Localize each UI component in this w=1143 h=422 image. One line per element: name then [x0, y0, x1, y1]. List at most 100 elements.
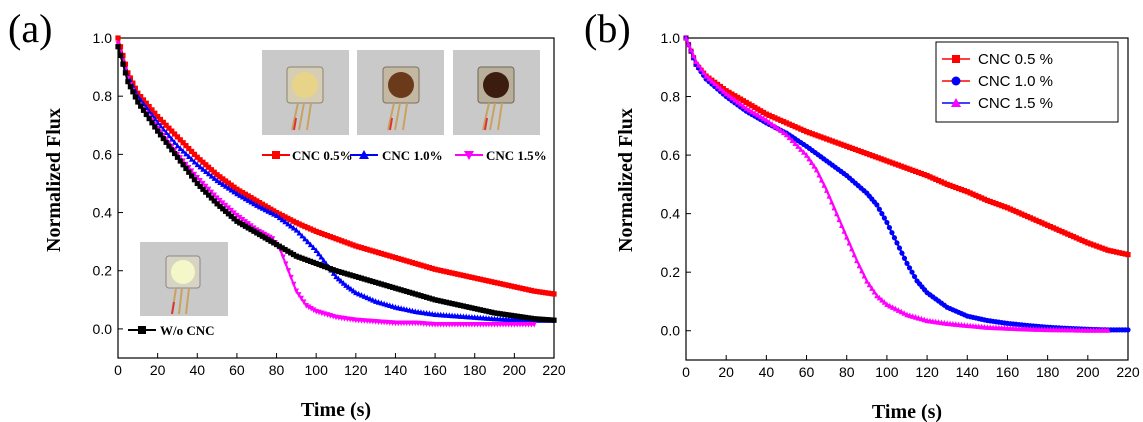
data-point-cnc-1-5 [311, 307, 317, 314]
data-point-cnc-0-5 [740, 98, 747, 104]
data-point-cnc-0-5 [1067, 232, 1074, 238]
data-point-cnc-1-5 [792, 140, 798, 146]
data-point-w-o-cnc [401, 288, 407, 294]
data-point-cnc-0-5 [921, 171, 927, 178]
x-tick-label: 100 [875, 364, 899, 380]
data-point-cnc-0-5 [763, 111, 769, 117]
data-point-w-o-cnc [534, 316, 540, 322]
data-point-cnc-0-5 [1007, 206, 1013, 212]
data-point-w-o-cnc [375, 280, 382, 286]
x-tick-label: 60 [799, 364, 815, 380]
data-point-cnc-1-5 [755, 111, 761, 118]
data-point-cnc-1-0 [321, 257, 327, 263]
data-point-cnc-0-5 [809, 131, 815, 137]
panel-a-legend-top: CNC 0.5% CNC 1.0% CNC 1.5% [262, 148, 547, 163]
y-tick-label: 0.6 [93, 146, 113, 162]
data-point-cnc-0-5 [217, 174, 223, 180]
data-point-cnc-0-5 [155, 113, 161, 120]
data-point-cnc-0-5 [780, 119, 787, 125]
data-point-cnc-0-5 [421, 263, 427, 269]
data-point-cnc-0-5 [423, 264, 430, 270]
data-point-cnc-0-5 [789, 122, 795, 128]
series-cnc-1-5 [115, 41, 537, 328]
data-point-cnc-1-0 [886, 224, 893, 231]
y-tick-label: 0.0 [93, 321, 113, 337]
data-point-cnc-0-5 [523, 286, 529, 292]
data-point-cnc-0-5 [254, 198, 260, 204]
data-point-cnc-0-5 [970, 191, 976, 197]
data-point-cnc-0-5 [832, 139, 838, 145]
panel-a-label: (a) [8, 6, 52, 51]
data-point-cnc-1-5 [910, 313, 916, 319]
data-point-cnc-1-5 [225, 205, 232, 212]
data-point-cnc-0-5 [214, 172, 220, 178]
data-point-cnc-0-5 [472, 275, 478, 281]
data-point-cnc-1-5 [834, 210, 840, 217]
data-point-cnc-1-5 [703, 72, 709, 79]
data-point-cnc-1-5 [695, 61, 702, 68]
data-point-cnc-0-5 [494, 280, 500, 286]
data-point-cnc-1-5 [749, 108, 755, 115]
data-point-cnc-1-0 [279, 216, 285, 223]
data-point-cnc-1-5 [913, 314, 919, 320]
panel-b: (b) 0 20 40 60 80 100 120 140 160 180 200 220 0.0 0.2… [584, 6, 1140, 422]
data-point-w-o-cnc [370, 278, 376, 285]
data-point-cnc-1-0 [256, 203, 263, 210]
data-point-cnc-1-5 [801, 149, 807, 155]
data-point-cnc-0-5 [143, 100, 149, 106]
data-point-cnc-0-5 [407, 259, 413, 265]
data-point-w-o-cnc [305, 257, 311, 263]
x-tick-label: 180 [1036, 364, 1060, 380]
data-point-w-o-cnc [115, 44, 121, 50]
data-point-cnc-0-5 [356, 244, 362, 250]
data-point-w-o-cnc [531, 316, 537, 322]
data-point-cnc-1-5 [763, 116, 769, 123]
data-point-cnc-0-5 [220, 176, 226, 182]
data-point-cnc-0-5 [387, 253, 393, 259]
data-point-w-o-cnc [347, 272, 353, 278]
data-point-w-o-cnc [404, 288, 410, 295]
x-tick-label: 80 [269, 362, 285, 378]
data-point-cnc-0-5 [933, 176, 939, 182]
data-point-cnc-0-5 [1108, 248, 1114, 254]
data-point-cnc-0-5 [892, 161, 899, 167]
data-point-cnc-0-5 [375, 250, 382, 256]
data-point-w-o-cnc [225, 211, 232, 217]
data-point-cnc-1-0 [262, 206, 268, 213]
data-point-cnc-0-5 [525, 287, 532, 293]
data-point-cnc-0-5 [778, 117, 784, 123]
data-point-cnc-0-5 [1039, 220, 1045, 226]
data-point-cnc-0-5 [1105, 247, 1111, 253]
data-point-cnc-0-5 [1027, 215, 1034, 221]
data-point-cnc-0-5 [174, 134, 181, 140]
data-point-cnc-0-5 [469, 274, 475, 280]
x-tick-label: 120 [344, 362, 368, 378]
data-point-cnc-0-5 [234, 186, 240, 192]
data-point-cnc-1-5 [700, 69, 707, 75]
data-point-cnc-0-5 [901, 164, 907, 170]
data-point-w-o-cnc [208, 195, 215, 201]
data-point-cnc-0-5 [1125, 252, 1131, 258]
x-tick-label: 160 [423, 362, 447, 378]
data-point-cnc-1-0 [285, 220, 291, 227]
x-tick-label: 140 [384, 362, 408, 378]
data-point-w-o-cnc [155, 128, 161, 134]
data-point-cnc-0-5 [806, 130, 813, 136]
y-tick-label: 0.2 [93, 263, 113, 279]
data-point-cnc-0-5 [735, 94, 741, 100]
data-point-w-o-cnc [254, 230, 260, 236]
data-point-cnc-1-5 [301, 299, 307, 306]
data-point-w-o-cnc [169, 147, 175, 153]
data-point-cnc-1-5 [892, 305, 899, 312]
data-point-w-o-cnc [497, 311, 503, 317]
panel-b-legend-box [935, 41, 1119, 123]
data-point-cnc-0-5 [964, 189, 970, 195]
data-point-cnc-1-5 [861, 272, 867, 279]
panel-a-legend-item-cnc-0-5: CNC 0.5% [262, 148, 353, 163]
data-point-w-o-cnc [364, 277, 370, 283]
data-point-cnc-1-0 [208, 172, 215, 179]
data-point-cnc-0-5 [1001, 204, 1008, 210]
data-point-cnc-0-5 [783, 120, 790, 126]
data-point-cnc-1-5 [772, 123, 778, 129]
